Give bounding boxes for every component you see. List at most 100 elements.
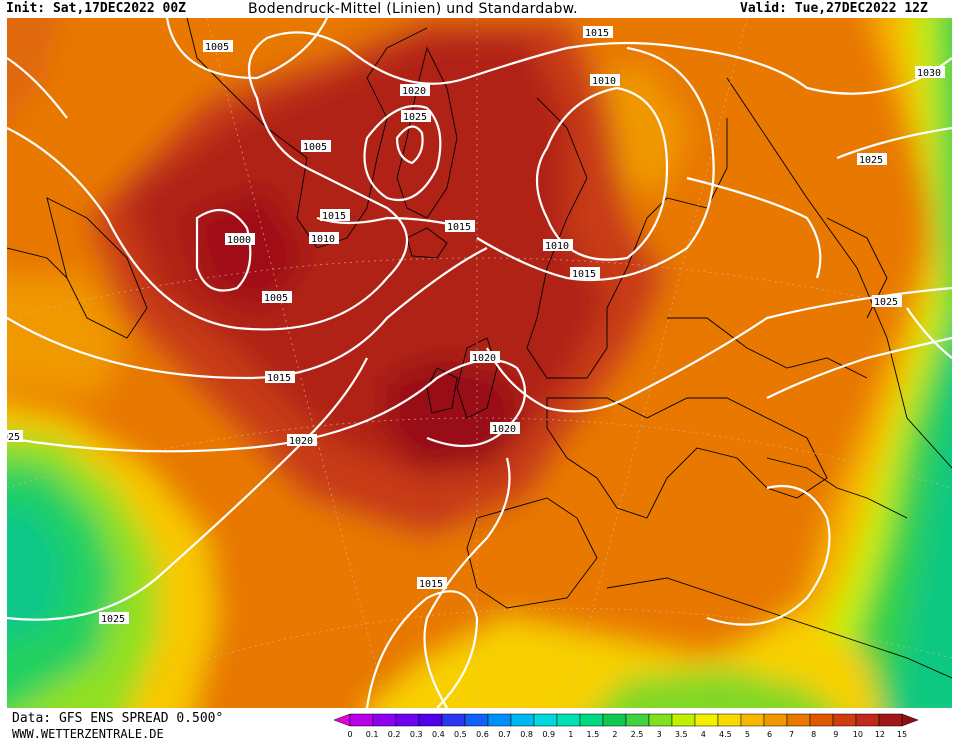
- svg-text:1020: 1020: [289, 436, 313, 447]
- colorbar-cell: [832, 713, 857, 727]
- colorbar-tick-label: 9: [833, 730, 838, 739]
- svg-text:1005: 1005: [264, 293, 288, 304]
- colorbar-cell: [556, 713, 581, 727]
- colorbar-tick-label: 7: [789, 730, 794, 739]
- isobar-label: 1020: [470, 351, 500, 364]
- colorbar-arrow-right: [901, 713, 919, 727]
- isobar-label: 1025: [401, 110, 431, 123]
- colorbar-cell: [671, 713, 696, 727]
- colorbar-cell: [740, 713, 765, 727]
- isobars: [7, 18, 952, 708]
- svg-text:1025: 1025: [874, 297, 898, 308]
- colorbar-cell: [855, 713, 880, 727]
- isobar-label: 1030: [915, 66, 945, 79]
- colorbar-cell: [395, 713, 420, 727]
- colorbar-cell: [717, 713, 742, 727]
- colorbar-cell: [418, 713, 443, 727]
- svg-text:1015: 1015: [572, 269, 596, 280]
- colorbar-tick-label: 0.1: [366, 730, 379, 739]
- colorbar-tick-label: 4.5: [719, 730, 732, 739]
- svg-text:1015: 1015: [322, 211, 346, 222]
- colorbar-tick-label: 0.4: [432, 730, 445, 739]
- isobar-label: 1015: [320, 209, 350, 222]
- svg-text:1010: 1010: [592, 76, 616, 87]
- isobar-label: 1010: [590, 74, 620, 87]
- svg-text:1010: 1010: [311, 234, 335, 245]
- colorbar-cell: [786, 713, 811, 727]
- valid-time: Valid: Tue,27DEC2022 12Z: [740, 1, 928, 16]
- grid: [7, 18, 952, 708]
- map-footer: Data: GFS ENS SPREAD 0.500° WWW.WETTERZE…: [0, 709, 959, 741]
- colorbar-cell: [372, 713, 397, 727]
- svg-text:1025: 1025: [101, 614, 125, 625]
- colorbar-tick-label: 0.2: [388, 730, 401, 739]
- colorbar-arrow-left: [333, 713, 351, 727]
- colorbar-cell: [487, 713, 512, 727]
- isobar-label: 1005: [203, 40, 233, 53]
- colorbar-tick-label: 0.8: [520, 730, 533, 739]
- isobar-label: 1005: [301, 140, 331, 153]
- isobar-label: 1015: [583, 26, 613, 39]
- isobar-label: 1020: [490, 422, 520, 435]
- colorbar-cell: [533, 713, 558, 727]
- colorbar-tick-label: 3.5: [675, 730, 688, 739]
- map-header: Init: Sat,17DEC2022 00Z Bodendruck-Mitte…: [0, 0, 959, 18]
- svg-text:1015: 1015: [267, 373, 291, 384]
- isobar-label: 1020: [287, 434, 317, 447]
- colorbar-tick-label: 0: [347, 730, 352, 739]
- map-canvas: 1005 1020 1025 1005 1015 1010 1000 1015 …: [7, 18, 952, 708]
- colorbar-cell: [694, 713, 719, 727]
- spread-field: [7, 18, 952, 708]
- init-time: Init: Sat,17DEC2022 00Z: [6, 1, 187, 16]
- colorbar-tick-label: 2: [612, 730, 617, 739]
- colorbar-tick-label: 2.5: [631, 730, 644, 739]
- svg-text:1025: 1025: [859, 155, 883, 166]
- colorbar-tick-label: 12: [875, 730, 885, 739]
- svg-text:025: 025: [7, 432, 20, 443]
- isobar-label: 1015: [445, 220, 475, 233]
- svg-text:1030: 1030: [917, 68, 941, 79]
- colorbar-tick-label: 0.9: [542, 730, 555, 739]
- colorbar-cell: [510, 713, 535, 727]
- data-source: Data: GFS ENS SPREAD 0.500°: [12, 711, 224, 726]
- svg-text:1020: 1020: [492, 424, 516, 435]
- colorbar-tick-label: 0.5: [454, 730, 467, 739]
- colorbar: 0 0.1 0.2 0.3 0.4 0.5 0.6 0.7 0.8 0.9 1 1.5 2 2.5 3 3.5…: [333, 713, 919, 739]
- isobar-label: 1015: [417, 577, 447, 590]
- colorbar-cell: [878, 713, 903, 727]
- svg-text:1010: 1010: [545, 241, 569, 252]
- colorbar-cell: [648, 713, 673, 727]
- isobar-label: 1015: [265, 371, 295, 384]
- svg-text:1015: 1015: [419, 579, 443, 590]
- isobar-label: 025: [7, 430, 23, 443]
- svg-text:1005: 1005: [303, 142, 327, 153]
- colorbar-cell: [349, 713, 374, 727]
- isobar-label: 1000: [225, 233, 255, 246]
- svg-text:1015: 1015: [585, 28, 609, 39]
- colorbar-cell: [464, 713, 489, 727]
- svg-text:1000: 1000: [227, 235, 251, 246]
- isobar-label: 1010: [543, 239, 573, 252]
- svg-text:1005: 1005: [205, 42, 229, 53]
- colorbar-tick-label: 8: [811, 730, 816, 739]
- svg-text:1020: 1020: [472, 353, 496, 364]
- colorbar-tick-label: 6: [767, 730, 772, 739]
- colorbar-tick-label: 4: [701, 730, 706, 739]
- colorbar-tick-label: 1: [568, 730, 573, 739]
- isobar-label: 1020: [400, 84, 430, 97]
- colorbar-tick-label: 0.3: [410, 730, 423, 739]
- svg-text:1025: 1025: [403, 112, 427, 123]
- colorbar-cell: [625, 713, 650, 727]
- weather-map: 1005 1020 1025 1005 1015 1010 1000 1015 …: [7, 18, 952, 708]
- colorbar-tick-label: 1.5: [587, 730, 600, 739]
- map-title: Bodendruck-Mittel (Linien) und Standarda…: [248, 1, 578, 17]
- colorbar-cell: [441, 713, 466, 727]
- colorbar-cell: [579, 713, 604, 727]
- colorbar-tick-label: 10: [853, 730, 863, 739]
- isobar-label: 1025: [872, 295, 902, 308]
- colorbar-tick-label: 0.7: [498, 730, 511, 739]
- isobar-label: 1010: [309, 232, 339, 245]
- colorbar-tick-label: 3: [657, 730, 662, 739]
- svg-text:1015: 1015: [447, 222, 471, 233]
- isobar-labels: 1005 1020 1025 1005 1015 1010 1000 1015 …: [7, 26, 945, 625]
